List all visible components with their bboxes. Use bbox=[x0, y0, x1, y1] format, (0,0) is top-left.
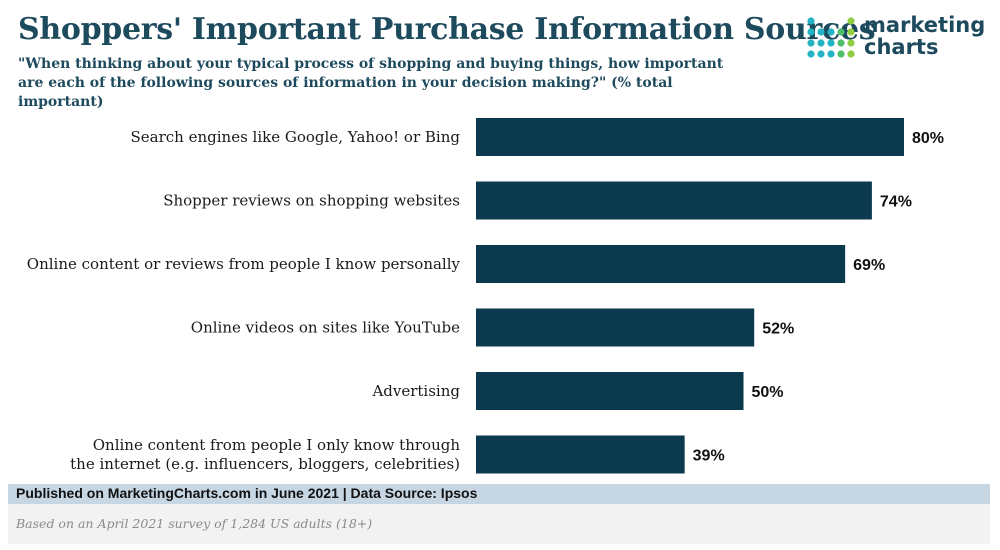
bar bbox=[476, 435, 685, 474]
category-label: Online videos on sites like YouTube bbox=[191, 319, 460, 337]
bar-value-label: 52% bbox=[762, 321, 794, 338]
bar bbox=[476, 308, 755, 347]
bar-value-label: 50% bbox=[752, 384, 784, 401]
bar bbox=[476, 372, 744, 410]
logo-wordmark: marketing charts bbox=[864, 14, 985, 58]
chart-subtitle: "When thinking about your typical proces… bbox=[18, 56, 724, 110]
category-label: Online content or reviews from people I … bbox=[27, 255, 461, 273]
bar-chart: 80% Search engines like Google, Yahoo! or… bbox=[27, 118, 944, 474]
survey-note-text: Based on an April 2021 survey of 1,284 U… bbox=[16, 516, 373, 531]
bar-value-label: 39% bbox=[693, 448, 725, 465]
bar-value-label: 69% bbox=[853, 257, 885, 274]
category-label: Online content from people I only know t… bbox=[93, 436, 461, 454]
bar-value-label: 74% bbox=[880, 194, 912, 211]
bar bbox=[476, 245, 846, 283]
category-label: Shopper reviews on shopping websites bbox=[163, 192, 460, 210]
footer-band: Published on MarketingCharts.com in June… bbox=[8, 484, 990, 504]
category-label: Advertising bbox=[371, 382, 460, 400]
category-label: Search engines like Google, Yahoo! or Bi… bbox=[131, 128, 461, 146]
bar-value-label: 80% bbox=[912, 130, 944, 147]
category-label: the internet (e.g. influencers, bloggers… bbox=[70, 455, 460, 473]
logo-dots-icon bbox=[807, 17, 855, 58]
marketing-charts-logo: marketing charts bbox=[806, 14, 991, 64]
bar bbox=[476, 118, 904, 156]
logo-line-1: marketing bbox=[864, 13, 986, 37]
chart-title: Shoppers' Important Purchase Information… bbox=[18, 12, 876, 47]
bar bbox=[476, 181, 872, 220]
logo-line-2: charts bbox=[864, 35, 939, 59]
survey-note-band: Based on an April 2021 survey of 1,284 U… bbox=[8, 504, 990, 544]
published-source-text: Published on MarketingCharts.com in June… bbox=[16, 485, 478, 501]
